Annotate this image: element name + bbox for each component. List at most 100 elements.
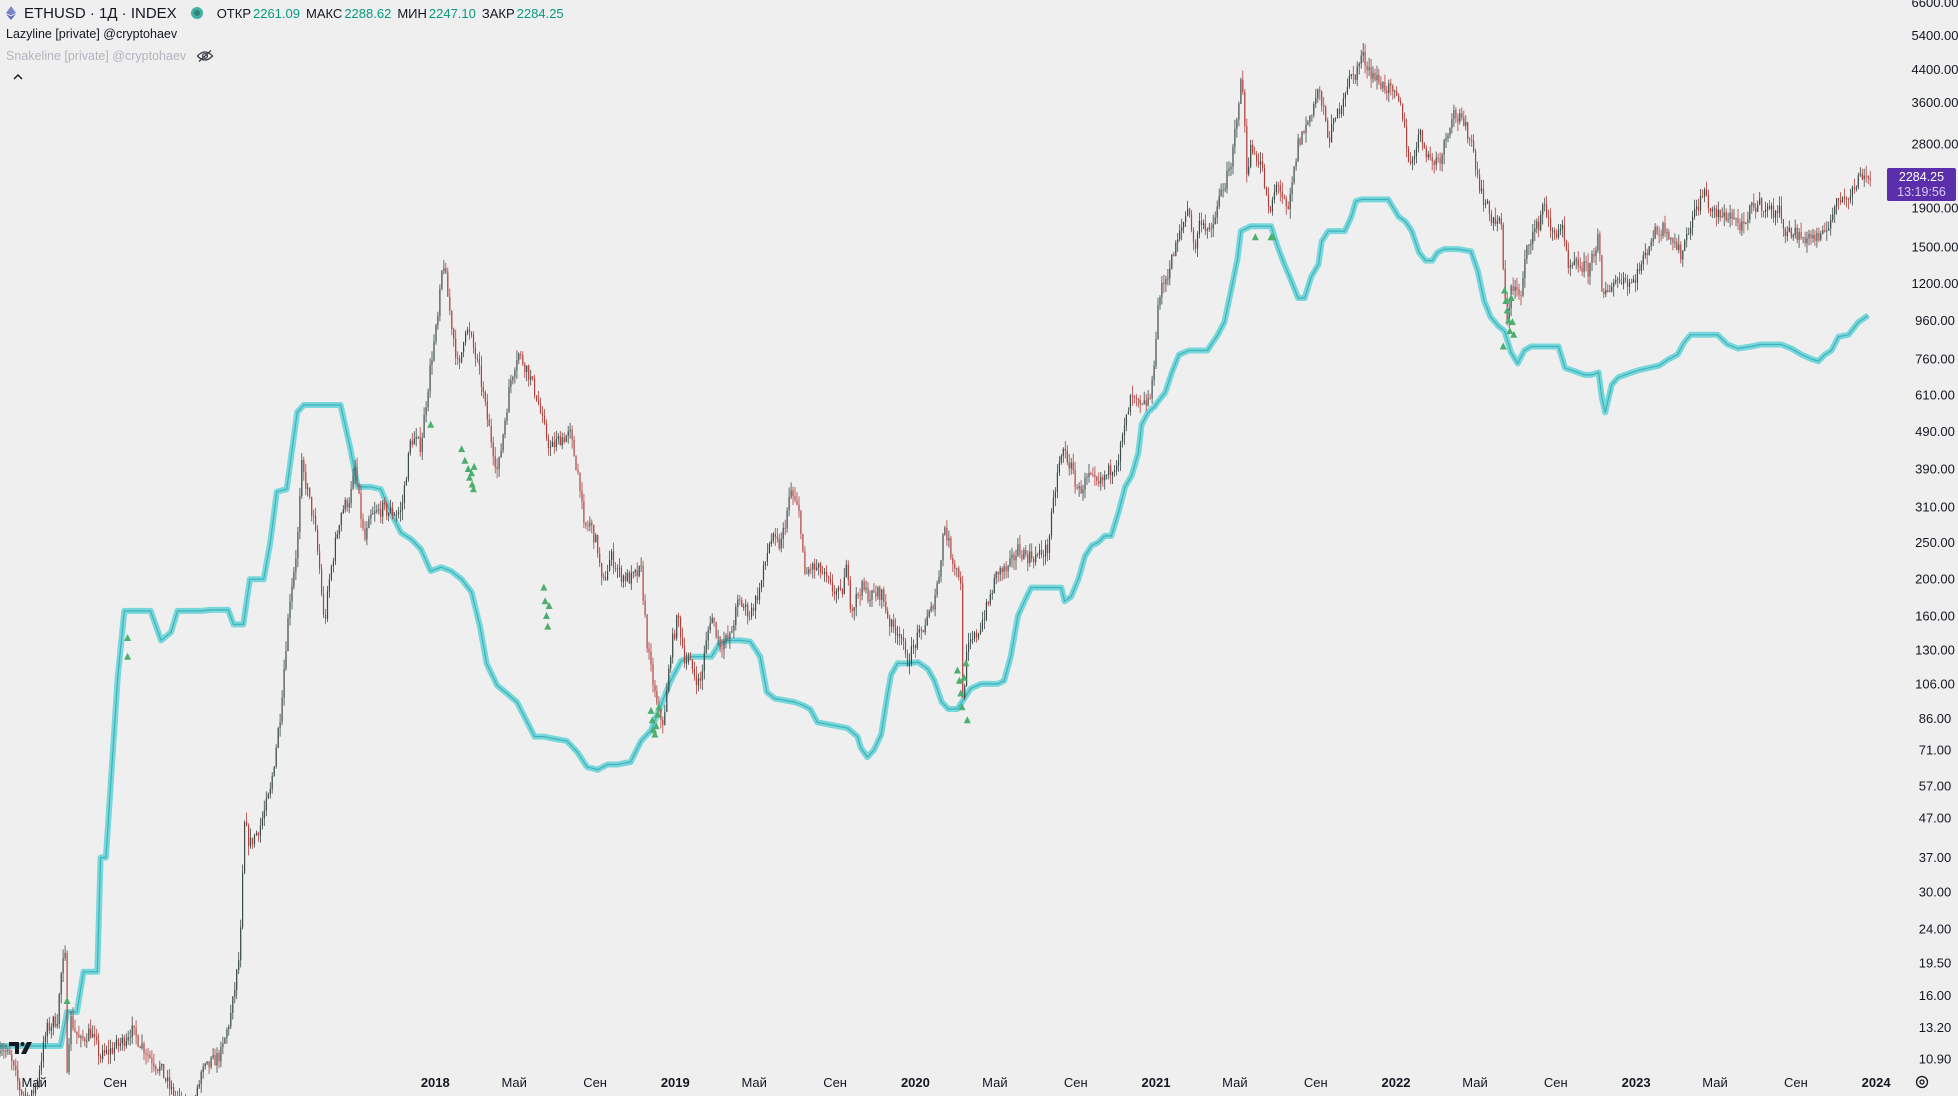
candle-body	[1652, 238, 1654, 242]
candle-body	[731, 630, 733, 633]
candle-body	[1303, 131, 1305, 133]
candle-body	[626, 572, 628, 581]
candle-body	[19, 1081, 21, 1091]
candle-body	[338, 525, 340, 535]
candle-body	[344, 499, 346, 510]
candle-body	[1613, 282, 1615, 287]
candle-body	[1196, 233, 1199, 249]
candle-body	[151, 1058, 153, 1064]
candle-body	[950, 538, 952, 559]
candle-body	[616, 568, 619, 570]
time-tick-label: Май	[741, 1075, 766, 1090]
signal-marker-icon	[1501, 286, 1509, 294]
candle-body	[437, 315, 439, 326]
time-axis[interactable]: Май Сен 2018 Май Сен 2019 Май Сен 2020 Май Сен 2021…	[21, 1075, 1891, 1090]
candle-body	[1329, 137, 1331, 143]
candle-body	[1836, 198, 1838, 207]
candle-body	[782, 527, 784, 539]
candle-body	[283, 668, 285, 698]
candle-body	[1579, 265, 1581, 268]
candle-body	[1234, 128, 1236, 147]
candle-body	[31, 1090, 33, 1096]
candle-body	[1498, 218, 1500, 222]
candle-body	[743, 606, 745, 608]
candle-body	[1291, 182, 1293, 195]
signal-marker-icon	[458, 445, 466, 453]
candle-body	[1025, 550, 1027, 555]
candle-body	[1116, 465, 1118, 471]
candle-body	[362, 519, 364, 529]
candle-body	[1668, 232, 1670, 240]
indicator-lazyline[interactable]: Lazyline [private] @cryptohaev	[6, 27, 178, 41]
settings-icon[interactable]	[1914, 1074, 1930, 1090]
candle-body	[319, 551, 321, 569]
candle-body	[76, 1031, 78, 1035]
candle-body	[796, 500, 798, 505]
candle-body	[50, 1027, 52, 1031]
candle-body	[1108, 465, 1110, 475]
candle-body	[244, 821, 246, 873]
symbol-title[interactable]: ETHUSD · 1Д · INDEX	[24, 4, 177, 22]
candle-body	[1824, 230, 1826, 232]
candle-body	[1400, 101, 1402, 104]
candle-body	[1447, 134, 1449, 139]
price-tick-label: 10.90	[1919, 1052, 1952, 1067]
candle-body	[480, 365, 482, 387]
candle-body	[196, 1087, 198, 1096]
candle-body	[652, 664, 654, 685]
eye-off-icon[interactable]	[196, 49, 214, 63]
candle-body	[1062, 448, 1064, 456]
collapse-legend-button[interactable]	[8, 68, 28, 86]
candle-body	[1060, 455, 1062, 463]
candle-body	[117, 1039, 119, 1046]
candle-body	[230, 1012, 232, 1027]
candle-body	[1502, 224, 1504, 269]
candle-body	[885, 601, 887, 612]
price-axis[interactable]: 6600.00 5400.00 4400.00 3600.00 2800.00 1900.…	[1912, 0, 1958, 1067]
indicator-snakeline[interactable]: Snakeline [private] @cryptohaev	[6, 49, 214, 63]
candle-body	[340, 513, 342, 526]
candle-body	[1607, 289, 1609, 292]
candle-body	[1301, 131, 1303, 145]
candle-body	[143, 1043, 145, 1054]
candle-body	[822, 572, 824, 574]
tradingview-logo-icon[interactable]	[9, 1040, 37, 1056]
candle-body	[1599, 234, 1601, 256]
candle-body	[824, 571, 826, 574]
candle-body	[433, 341, 435, 361]
candle-body	[1733, 217, 1735, 219]
candle-body	[1818, 233, 1820, 240]
candle-body	[1226, 170, 1228, 189]
candle-body	[565, 435, 567, 442]
price-tick-label: 2800.00	[1912, 136, 1958, 151]
candle-body	[1465, 122, 1467, 126]
candle-body	[267, 794, 269, 799]
signal-marker-icon	[1507, 294, 1515, 302]
candle-body	[867, 587, 869, 602]
candle-body	[1277, 184, 1279, 186]
candle-body	[948, 538, 950, 541]
candle-body	[1526, 245, 1528, 259]
candle-body	[1670, 238, 1672, 240]
candle-body	[1830, 220, 1832, 229]
signal-marker-icon	[544, 622, 552, 630]
candle-body	[1327, 120, 1329, 138]
candle-body	[1133, 396, 1135, 397]
candle-body	[1723, 212, 1725, 217]
candle-body	[1360, 55, 1362, 64]
candle-body	[1331, 124, 1333, 143]
candle-body	[248, 825, 250, 846]
candle-body	[1812, 234, 1814, 239]
market-status-icon[interactable]	[190, 7, 203, 19]
candle-body	[897, 633, 899, 636]
candle-body	[1688, 233, 1690, 235]
candle-body	[1039, 549, 1041, 555]
candle-body	[121, 1037, 123, 1044]
candle-body	[512, 376, 514, 381]
candle-body	[772, 534, 774, 541]
candle-body	[157, 1069, 159, 1071]
candle-body	[1553, 230, 1556, 234]
candle-body	[332, 561, 334, 567]
candle-body	[930, 606, 932, 611]
